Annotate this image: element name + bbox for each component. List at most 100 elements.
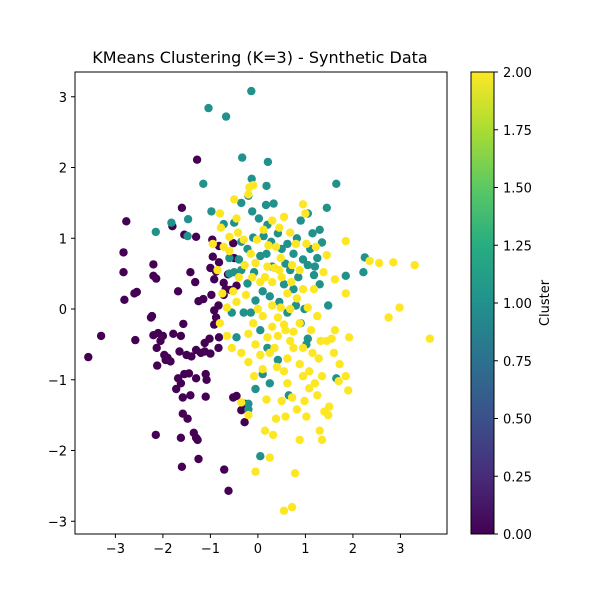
point-cluster-1	[237, 198, 246, 208]
point-cluster-2	[314, 354, 323, 363]
point-cluster-2	[263, 262, 272, 271]
x-tick-label: 1	[301, 542, 309, 557]
point-cluster-2	[233, 228, 243, 237]
point-cluster-2	[230, 195, 239, 204]
point-cluster-1	[225, 253, 234, 263]
x-tick-label: 3	[396, 542, 404, 557]
point-cluster-2	[344, 333, 354, 342]
point-cluster-0	[207, 290, 216, 300]
point-cluster-1	[332, 179, 341, 188]
colorbar-tick-label: 1.00	[503, 297, 532, 312]
point-cluster-1	[221, 112, 231, 121]
point-cluster-1	[258, 287, 267, 296]
point-cluster-2	[271, 414, 281, 423]
point-cluster-0	[152, 274, 161, 283]
point-cluster-2	[249, 319, 258, 328]
point-cluster-2	[263, 333, 272, 342]
colorbar-axis: 0.00 0.25 0.50 0.75 1.00 1.25 1.50 1.75 2.00	[494, 66, 532, 543]
point-cluster-2	[298, 372, 308, 381]
point-cluster-2	[229, 287, 238, 296]
plot-area-frame	[74, 71, 448, 535]
point-cluster-0	[175, 347, 184, 356]
point-cluster-2	[281, 412, 290, 421]
point-cluster-2	[249, 372, 259, 381]
point-cluster-1	[244, 399, 253, 408]
point-cluster-2	[240, 260, 249, 270]
point-cluster-1	[234, 255, 244, 264]
point-cluster-2	[276, 303, 285, 312]
point-cluster-1	[256, 452, 265, 461]
point-cluster-2	[313, 391, 322, 400]
point-cluster-0	[194, 454, 203, 464]
point-cluster-1	[247, 174, 256, 183]
point-cluster-1	[239, 308, 248, 317]
point-cluster-0	[176, 379, 186, 388]
point-cluster-1	[279, 280, 289, 289]
point-cluster-2	[317, 372, 327, 381]
point-cluster-2	[215, 209, 225, 218]
point-cluster-0	[186, 268, 195, 277]
point-cluster-1	[256, 326, 265, 335]
point-cluster-1	[246, 308, 255, 317]
point-cluster-2	[341, 236, 350, 246]
point-cluster-0	[202, 375, 211, 384]
point-cluster-2	[249, 181, 258, 190]
point-cluster-1	[262, 249, 271, 258]
point-cluster-2	[384, 313, 393, 322]
point-cluster-2	[283, 354, 292, 363]
point-cluster-1	[283, 239, 292, 249]
point-cluster-2	[425, 334, 435, 343]
point-cluster-0	[229, 239, 238, 248]
point-cluster-2	[302, 412, 311, 421]
point-cluster-0	[176, 331, 186, 341]
point-cluster-2	[308, 348, 317, 358]
point-cluster-2	[329, 348, 339, 358]
point-cluster-0	[200, 338, 209, 348]
point-cluster-2	[239, 235, 248, 244]
point-cluster-1	[273, 355, 283, 365]
point-cluster-1	[308, 229, 317, 238]
point-cluster-1	[259, 231, 268, 241]
point-cluster-2	[309, 285, 319, 294]
x-tick-label: −3	[106, 542, 125, 557]
point-cluster-2	[286, 304, 295, 314]
point-cluster-2	[301, 209, 310, 218]
point-cluster-2	[277, 273, 286, 282]
point-cluster-1	[303, 260, 312, 270]
point-cluster-0	[191, 277, 200, 287]
point-cluster-1	[322, 203, 331, 212]
colorbar-tick-label: 0.25	[503, 470, 532, 485]
point-cluster-0	[132, 287, 141, 297]
point-cluster-0	[119, 248, 128, 257]
point-cluster-2	[262, 395, 271, 404]
point-cluster-0	[220, 465, 229, 474]
point-cluster-0	[214, 343, 223, 353]
y-tick-label: 2	[59, 162, 67, 177]
point-cluster-2	[232, 214, 241, 223]
point-cluster-2	[234, 273, 244, 282]
y-axis: −3 −2 −1 0 1 2 3	[48, 91, 75, 530]
point-cluster-2	[222, 303, 232, 312]
point-cluster-1	[309, 270, 319, 280]
point-cluster-2	[265, 348, 274, 358]
y-tick-label: −1	[48, 374, 67, 389]
scatter-points	[84, 86, 435, 515]
point-cluster-2	[335, 360, 344, 369]
colorbar-tick-label: 1.25	[503, 239, 532, 254]
point-cluster-0	[186, 391, 195, 400]
point-cluster-2	[268, 277, 277, 287]
point-cluster-2	[215, 319, 225, 328]
point-cluster-0	[214, 333, 224, 342]
point-cluster-1	[183, 215, 193, 224]
point-cluster-1	[248, 207, 257, 216]
point-cluster-2	[283, 289, 292, 298]
point-cluster-1	[151, 227, 160, 237]
point-cluster-2	[289, 343, 298, 353]
point-cluster-2	[258, 365, 267, 374]
colorbar-tick-label: 1.50	[503, 182, 532, 197]
point-cluster-0	[153, 361, 162, 370]
point-cluster-2	[300, 396, 309, 406]
point-cluster-2	[286, 228, 295, 237]
point-cluster-1	[289, 285, 298, 294]
y-tick-label: 1	[59, 232, 67, 247]
